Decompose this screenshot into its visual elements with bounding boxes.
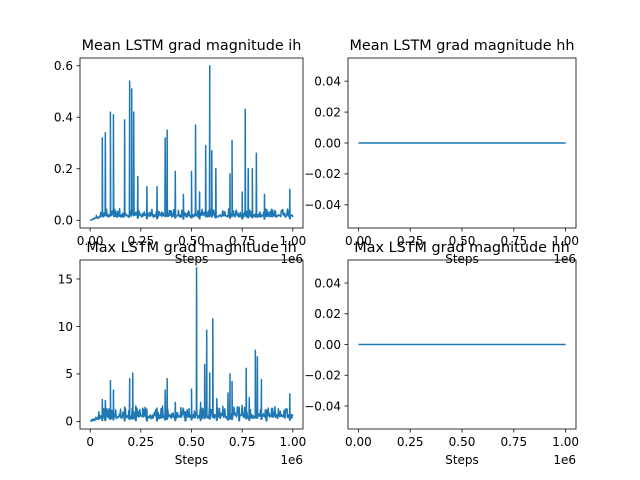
chart-1: 0.00 0.25 0.50 0.75 1.00 0.0 0.2 0.4 0.6 Mean LST…	[54, 38, 306, 266]
y-tick-label: 10	[58, 320, 73, 334]
x-tick-label: 0.50	[178, 435, 205, 449]
chart-3: 0 0.25 0.50 0.75 1.00 0 5 10 15 Max LSTM grad mag…	[58, 240, 307, 467]
series-line	[89, 266, 294, 423]
y-tick-label: −0.04	[304, 198, 341, 212]
x-tick-label: 0.25	[397, 234, 424, 248]
x-axis-label: Steps	[445, 252, 479, 266]
y-tick-label: 0.6	[54, 59, 73, 73]
x-tick-label: 1.00	[280, 234, 307, 248]
y-tick-label: 0.04	[314, 74, 341, 88]
x-tick-label: 1.00	[280, 435, 307, 449]
y-tick-label: 0	[65, 415, 73, 429]
x-tick-label: 0.50	[178, 234, 205, 248]
y-tick-label: −0.04	[304, 399, 341, 413]
y-tick-label: 0.0	[54, 214, 73, 228]
y-tick-label: 5	[65, 367, 73, 381]
x-offset-label: 1e6	[553, 453, 576, 467]
x-tick-label: 0.75	[500, 234, 527, 248]
x-tick-label: 1.00	[552, 435, 579, 449]
series-line	[89, 64, 294, 221]
y-tick-label: 15	[58, 272, 73, 286]
x-tick-label: 0.75	[229, 234, 256, 248]
x-tick-label: 0.50	[449, 435, 476, 449]
x-axis-label: Steps	[175, 453, 209, 467]
y-tick-label: −0.02	[304, 167, 341, 181]
y-tick-label: 0.04	[314, 276, 341, 290]
chart-title: Mean LSTM grad magnitude ih	[82, 38, 302, 54]
chart-4: 0.00 0.25 0.50 0.75 1.00 −0.04 −0.02 0.00 0.02 0.…	[304, 240, 579, 467]
x-tick-label: 0.00	[77, 234, 104, 248]
y-tick-label: 0.02	[314, 105, 341, 119]
x-offset-label: 1e6	[280, 252, 303, 266]
x-tick-label: 0.75	[229, 435, 256, 449]
x-tick-label: 0.00	[345, 435, 372, 449]
chart-title: Max LSTM grad magnitude hh	[354, 240, 570, 256]
chart-title: Mean LSTM grad magnitude hh	[350, 38, 575, 54]
x-offset-label: 1e6	[280, 453, 303, 467]
y-tick-label: 0.4	[54, 111, 73, 125]
x-tick-label: 0.25	[397, 435, 424, 449]
x-offset-label: 1e6	[553, 252, 576, 266]
x-tick-label: 1.00	[552, 234, 579, 248]
x-tick-label: 0	[86, 435, 94, 449]
y-tick-label: 0.2	[54, 162, 73, 176]
y-tick-label: 0.00	[314, 136, 341, 150]
y-tick-label: −0.02	[304, 369, 341, 383]
x-tick-label: 0.00	[345, 234, 372, 248]
x-tick-label: 0.50	[449, 234, 476, 248]
chart-title: Max LSTM grad magnitude ih	[86, 240, 296, 256]
y-tick-label: 0.00	[314, 338, 341, 352]
x-tick-label: 0.25	[127, 234, 154, 248]
y-tick-label: 0.02	[314, 307, 341, 321]
chart-2: 0.00 0.25 0.50 0.75 1.00 −0.04 −0.02 0.00 0.02 0.…	[304, 38, 579, 266]
x-tick-label: 0.25	[127, 435, 154, 449]
x-axis-label: Steps	[175, 252, 209, 266]
x-axis-label: Steps	[445, 453, 479, 467]
x-tick-label: 0.75	[500, 435, 527, 449]
